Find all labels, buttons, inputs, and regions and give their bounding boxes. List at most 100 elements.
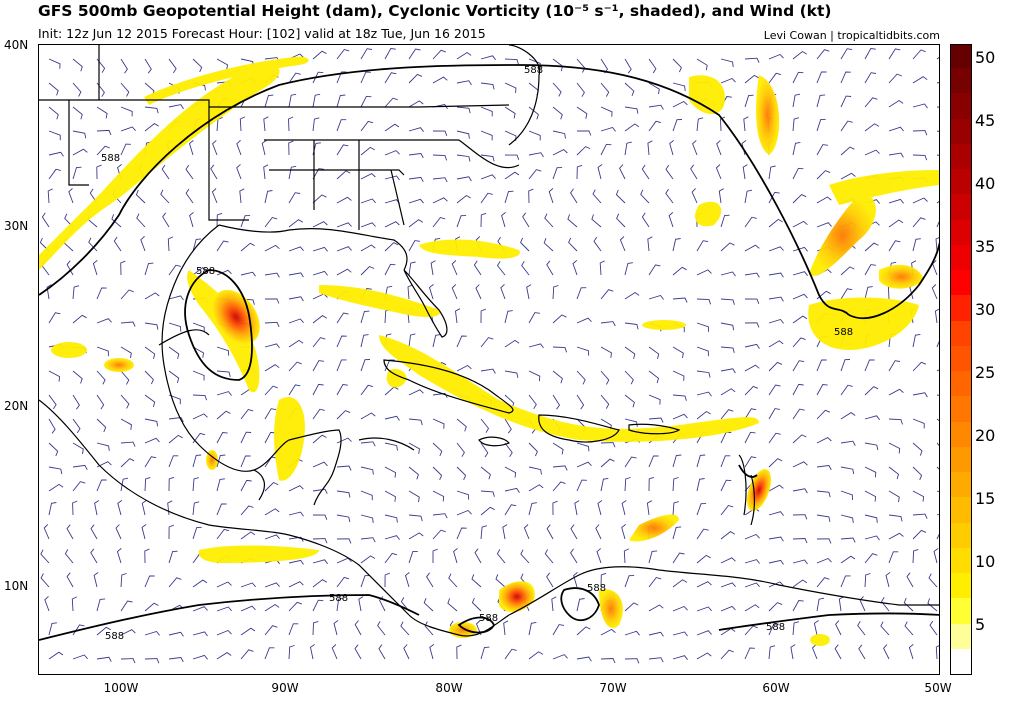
wind-barb [384,48,396,60]
wind-barb [456,51,472,60]
colorbar-label-45: 45 [975,111,996,130]
wind-barb [595,524,602,540]
wind-barb [264,603,280,612]
wind-barb [888,360,901,372]
wind-barb [672,605,688,612]
wind-barb [744,582,760,588]
wind-barb [428,284,434,300]
wind-barb [66,572,74,588]
wind-barb [936,106,939,108]
lat-label-10n: 10N [4,579,29,593]
wind-barb [432,130,448,136]
wind-barb [192,579,208,588]
wind-barb [504,58,519,65]
wind-barb [312,315,328,324]
wind-barb [423,598,434,612]
wind-barb [888,388,904,396]
wind-barb [696,322,710,332]
wind-barb [455,308,461,324]
wind-barb [744,533,760,540]
wind-barb [408,176,424,183]
wind-barb [696,58,708,71]
wind-barb [641,212,650,228]
wind-barb [504,418,512,434]
wind-barb [216,629,232,636]
wind-barb [120,418,132,430]
wind-barb [936,82,939,84]
wind-barb [576,346,590,356]
colorbar-segment [951,623,971,649]
wind-barb [816,597,825,612]
map-canvas: 588 588 588 588 588 588 588 588 588 [39,45,939,664]
wind-barb [141,500,147,516]
wind-barb [743,116,749,132]
wind-barb [48,58,61,69]
wind-barb [261,140,267,156]
wind-barb [480,106,493,117]
wind-barb [48,622,57,636]
wind-barb [936,340,939,348]
wind-barb [768,296,784,302]
wind-barb [144,575,155,588]
wind-barb [885,572,891,588]
wind-barb [931,284,938,300]
wind-barb [117,500,123,516]
wind-barb [552,624,565,636]
wind-barb [403,644,410,660]
wind-barb [384,552,398,564]
wind-barb [768,53,784,60]
wind-barb [927,598,938,612]
wind-barb [336,170,351,180]
wind-barb [528,621,537,636]
wind-barb [456,80,472,86]
wind-barb [574,500,580,516]
wind-barb [792,600,804,612]
wind-barb [864,415,880,421]
wind-barb [144,548,150,564]
wind-barb [288,559,304,565]
wind-barb [648,264,661,276]
contour-label: 588 [196,266,215,277]
wind-barb [576,130,592,136]
wind-barb [864,264,876,276]
wind-barb [792,194,807,204]
wind-barb [816,384,828,396]
wind-barb [312,221,328,228]
wind-barb [336,384,348,396]
wind-barb [912,442,923,456]
colorbar-segment [951,168,971,195]
wind-barb [480,55,496,61]
wind-barb [624,106,639,114]
wind-barb [93,572,99,588]
wind-barb [44,596,50,612]
wind-barb [502,524,508,540]
wind-barb [210,164,218,180]
wind-barb [720,649,734,660]
wind-barb [546,524,554,540]
wind-barb [135,189,146,204]
wind-barb [120,458,135,468]
wind-barb [43,524,50,540]
wind-barb [646,500,653,516]
wind-barb [816,196,832,204]
wind-barb [528,502,537,516]
wind-barb [432,513,448,519]
wind-barb [768,458,783,468]
wind-barb [96,626,111,636]
wind-barb [528,312,540,324]
wind-barb [792,559,808,565]
wind-barb [624,602,639,612]
wind-barb [354,620,362,636]
wind-barb [144,106,159,114]
wind-barb [624,291,640,300]
wind-barb [720,322,735,331]
wind-barb [936,394,939,396]
colorbar-segment [951,421,971,447]
wind-barb [216,212,223,228]
wind-barb [72,500,78,516]
wind-barb [120,370,130,385]
wind-barb [96,318,112,324]
wind-barb [864,242,879,252]
wind-barb [503,620,509,636]
wind-barb [672,413,688,420]
